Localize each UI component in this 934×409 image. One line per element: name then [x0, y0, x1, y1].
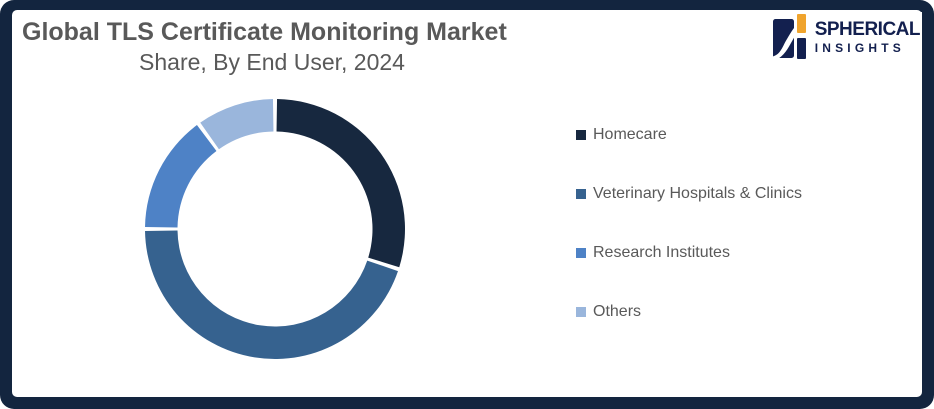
logo-brand-subname: INSIGHTS	[814, 40, 905, 55]
legend-item-homecare: Homecare	[576, 125, 802, 144]
donut-chart	[143, 97, 407, 361]
legend-swatch-research-institutes	[576, 247, 586, 258]
donut-segment-others	[200, 99, 274, 150]
legend-item-others: Others	[576, 302, 802, 321]
legend-label-veterinary-hospitals-clinics: Veterinary Hospitals & Clinics	[593, 184, 802, 202]
spherical-insights-logo: SPHERICAL INSIGHTS	[768, 12, 922, 63]
legend-swatch-homecare	[576, 129, 586, 140]
legend-label-others: Others	[593, 302, 642, 320]
legend-swatch-veterinary-hospitals-clinics	[576, 188, 586, 199]
donut-chart-svg	[145, 99, 405, 359]
legend-item-veterinary-hospitals-clinics: Veterinary Hospitals & Clinics	[576, 184, 802, 203]
legend-label-research-institutes: Research Institutes	[593, 243, 730, 261]
logo-brand-name: SPHERICAL	[814, 18, 921, 40]
legend-item-research-institutes: Research Institutes	[576, 243, 802, 262]
spherical-insights-logo-text: SPHERICAL INSIGHTS	[814, 18, 921, 55]
chart-legend: Homecare Veterinary Hospitals & Clinics …	[576, 125, 802, 361]
legend-swatch-others	[576, 306, 586, 317]
chart-subtitle: Share, By End User, 2024	[139, 48, 405, 75]
chart-card: Global TLS Certificate Monitoring Market…	[12, 10, 922, 397]
chart-title-block: Global TLS Certificate Monitoring Market…	[22, 18, 522, 76]
spherical-insights-logo-icon	[772, 14, 808, 61]
legend-label-homecare: Homecare	[593, 125, 667, 143]
chart-title: Global TLS Certificate Monitoring Market	[22, 18, 507, 46]
donut-segment-veterinary-hospitals-clinics	[145, 230, 398, 359]
donut-segment-research-institutes	[145, 125, 217, 228]
donut-segment-homecare	[276, 99, 405, 268]
